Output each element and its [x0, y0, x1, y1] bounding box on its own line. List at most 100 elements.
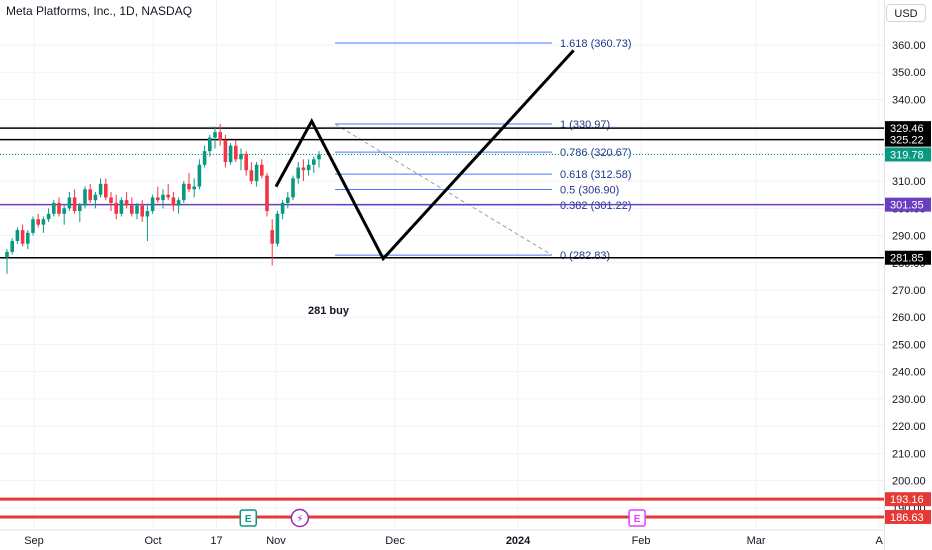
- price-label: [885, 509, 931, 524]
- fib-trend-line: [334, 123, 553, 256]
- candle-body: [5, 251, 9, 258]
- price-label-text: 193.16: [890, 494, 924, 506]
- candle-body: [301, 167, 306, 171]
- fib-level-label: 0.5 (306.90): [560, 185, 619, 197]
- y-tick-label: 350.00: [892, 67, 926, 79]
- y-tick-label: 310.00: [892, 176, 926, 188]
- candle-body: [156, 197, 160, 201]
- candle-body: [208, 137, 212, 152]
- y-tick-label: 260.00: [892, 312, 926, 324]
- candle-body: [46, 213, 51, 220]
- price-label-text: 329.46: [890, 123, 924, 135]
- candle-body: [88, 189, 92, 201]
- y-tick-label: 210.00: [892, 448, 926, 460]
- fib-level-label: 0.382 (301.22): [560, 200, 632, 212]
- candle-body: [20, 230, 25, 244]
- candle-body: [312, 159, 316, 165]
- annotation-text: 281 buy: [308, 305, 349, 317]
- candle-body: [140, 205, 144, 217]
- candle-body: [254, 164, 259, 182]
- price-label-text: 325.22: [890, 135, 924, 147]
- candle-body: [83, 189, 87, 206]
- candle-body: [36, 219, 40, 225]
- y-tick-label: 250.00: [892, 339, 926, 351]
- candle-body: [72, 197, 77, 212]
- x-tick-label: A: [875, 535, 883, 547]
- candle-body: [306, 164, 311, 171]
- y-tick-label: 360.00: [892, 40, 926, 52]
- candle-body: [197, 164, 202, 187]
- candle-body: [104, 183, 108, 198]
- y-tick-label: 270.00: [892, 285, 926, 297]
- fib-level-label: 0 (282.83): [560, 250, 610, 262]
- x-tick-label: Dec: [385, 535, 405, 547]
- candle-body: [234, 145, 238, 160]
- candle-body: [62, 208, 66, 214]
- candle-body: [166, 194, 170, 198]
- candle-body: [218, 132, 222, 141]
- y-tick-label: 340.00: [892, 94, 926, 106]
- earnings-marker: [239, 509, 258, 527]
- candle-body: [182, 183, 186, 201]
- earnings-marker: [628, 509, 646, 527]
- candle-body: [291, 178, 295, 198]
- candle-body: [98, 183, 103, 195]
- earnings-marker-label: E: [634, 514, 641, 525]
- fib-level-label: 0.786 (320.67): [560, 147, 632, 159]
- candle-body: [296, 167, 300, 179]
- horizontal-lines: [0, 127, 884, 519]
- x-tick-label: Nov: [266, 535, 286, 547]
- candle-body: [114, 202, 118, 214]
- price-label-text: 281.85: [890, 253, 924, 265]
- price-label: [885, 250, 931, 265]
- candle-body: [78, 205, 82, 212]
- candle-body: [41, 219, 46, 225]
- candle-body: [280, 202, 285, 214]
- y-tick-label: 240.00: [892, 367, 926, 379]
- candle-body: [52, 202, 56, 214]
- candle-body: [317, 154, 321, 160]
- candle-body: [286, 197, 290, 203]
- dividend-marker: [290, 508, 310, 528]
- candle-body: [213, 132, 217, 138]
- candle-body: [93, 194, 98, 201]
- candle-body: [171, 197, 176, 206]
- fib-level-label: 0.618 (312.58): [560, 169, 632, 181]
- candle-body: [67, 197, 72, 209]
- candle-body: [239, 153, 243, 160]
- candle-body: [109, 197, 113, 203]
- y-tick-label: 200.00: [892, 476, 926, 488]
- candle-body: [260, 164, 264, 176]
- price-label: [885, 492, 931, 507]
- last-price-label: [885, 147, 931, 162]
- x-tick-label: Mar: [747, 535, 766, 547]
- candle-body: [150, 197, 155, 212]
- candle-body: [10, 240, 14, 252]
- projection-path: [274, 49, 575, 262]
- candle-body: [161, 194, 165, 201]
- price-label-text: 301.35: [890, 200, 924, 212]
- y-tick-label: 230.00: [892, 394, 926, 406]
- projection-polyline: [274, 49, 575, 262]
- candle-body: [187, 183, 191, 190]
- time-axis[interactable]: Sep Oct 17 Nov Dec 2024 Feb Mar A: [0, 529, 884, 547]
- y-tick-label: 290.00: [892, 231, 926, 243]
- dividend-marker-label: ⚡: [296, 514, 303, 525]
- candle-body: [119, 200, 124, 214]
- candle-body: [26, 232, 30, 244]
- candle-body: [176, 200, 181, 206]
- last-price-label-text: 319.78: [890, 149, 924, 161]
- chart-grid: [0, 0, 884, 528]
- x-tick-label: 2024: [506, 535, 531, 547]
- price-axis[interactable]: 190.00200.00210.00220.00230.00240.00250.…: [885, 40, 931, 524]
- candle-body: [145, 211, 150, 217]
- candle-body: [228, 145, 233, 163]
- candle-body: [249, 170, 254, 182]
- x-tick-label: Sep: [24, 535, 44, 547]
- candle-body: [15, 230, 20, 241]
- currency-button[interactable]: USD: [886, 4, 926, 22]
- x-tick-label: Feb: [632, 535, 651, 547]
- candle-body: [275, 213, 280, 244]
- price-label: [885, 197, 931, 212]
